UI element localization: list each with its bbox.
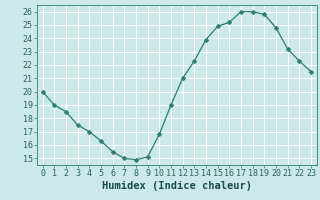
X-axis label: Humidex (Indice chaleur): Humidex (Indice chaleur) bbox=[102, 181, 252, 191]
